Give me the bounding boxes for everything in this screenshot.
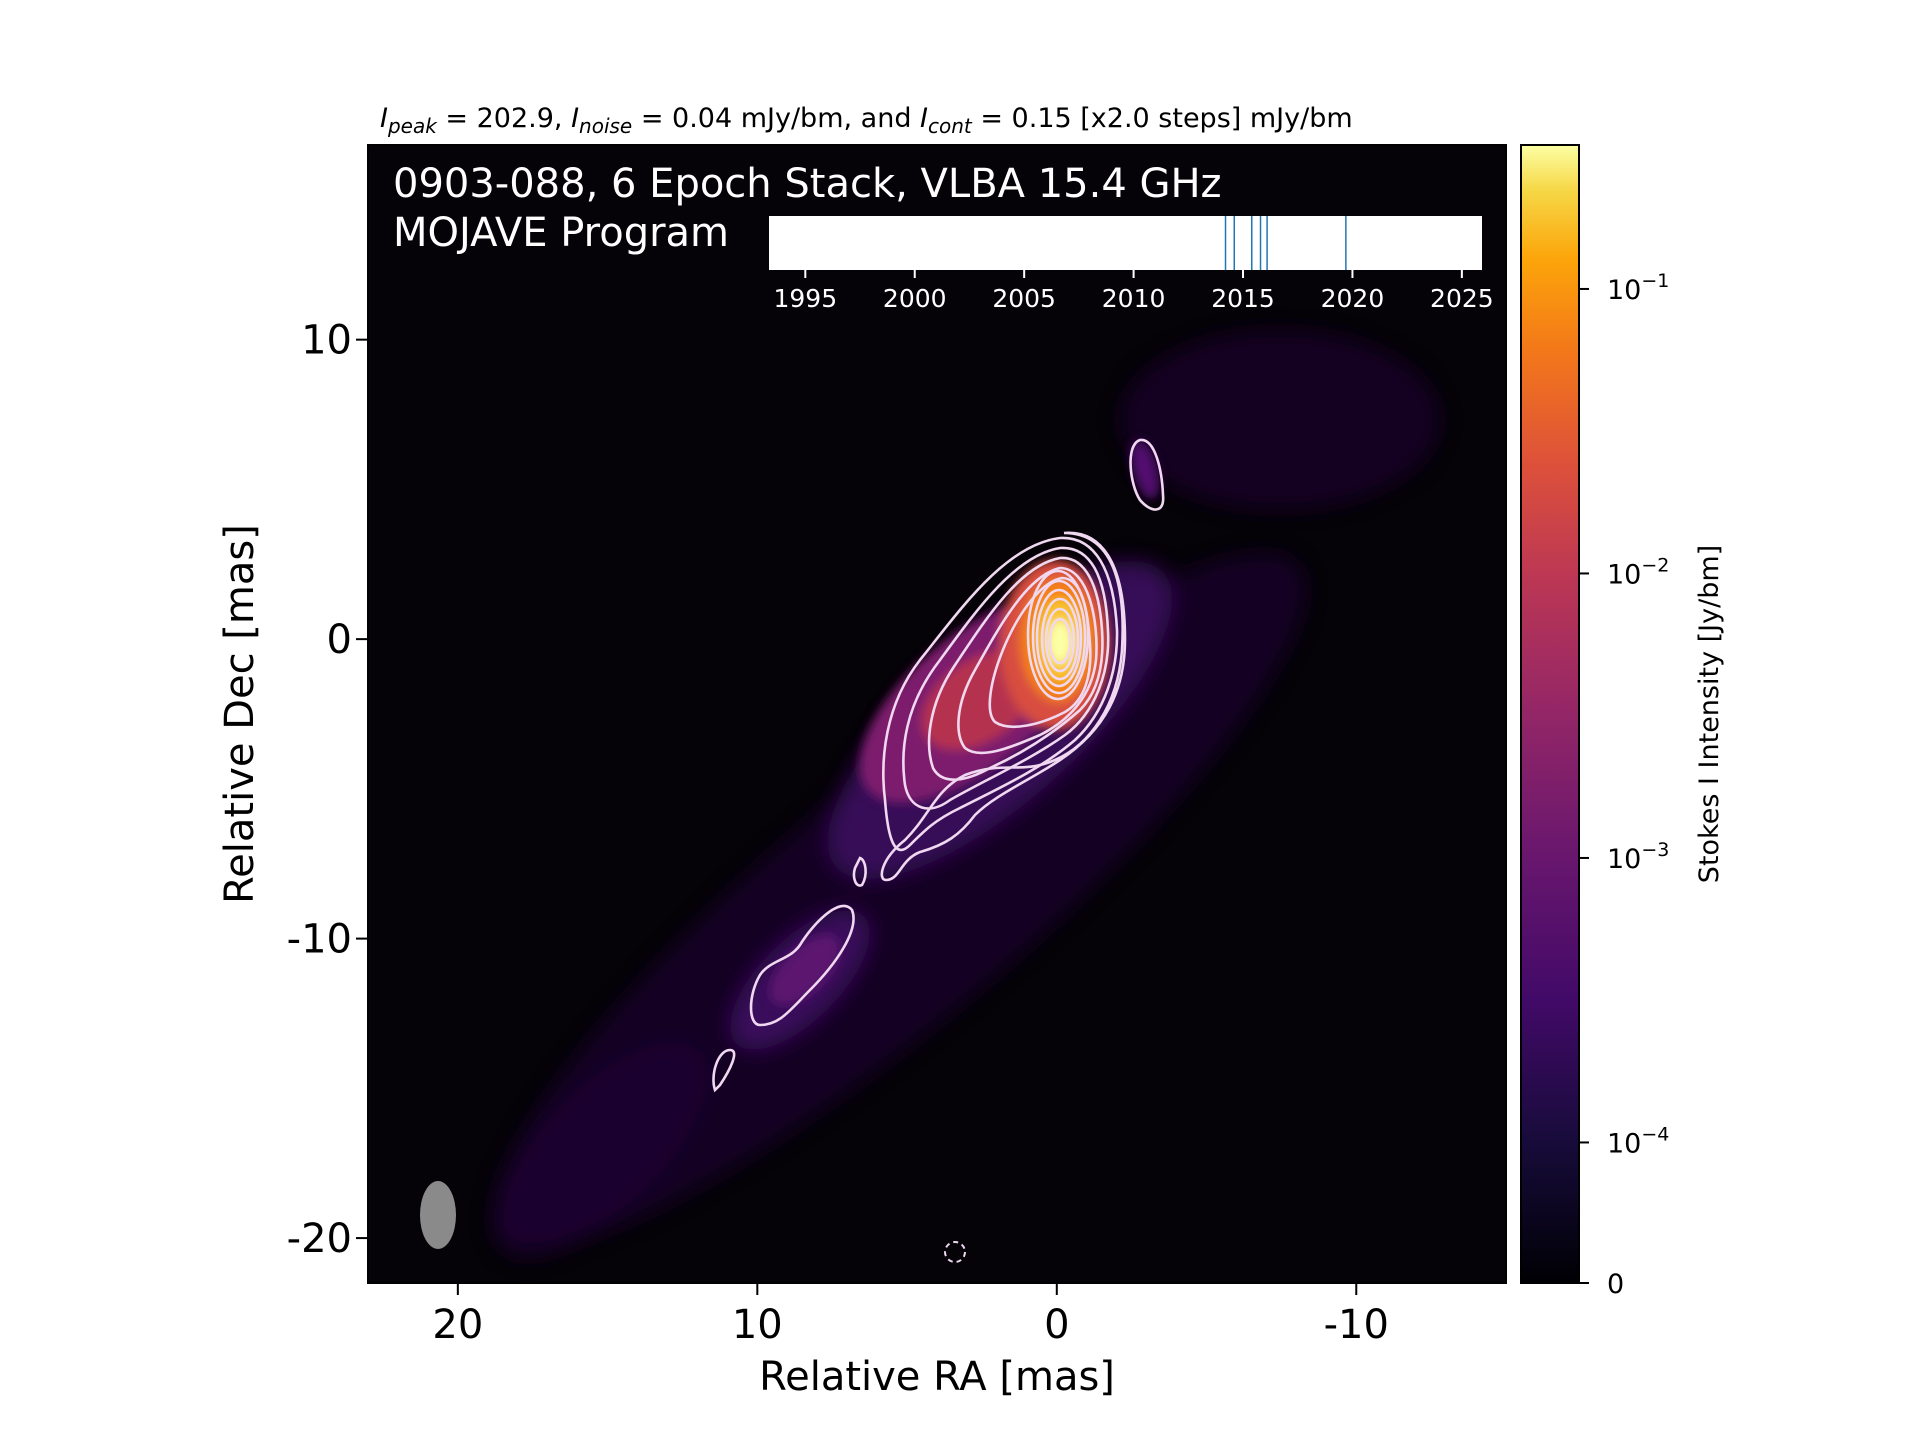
beam-ellipse (420, 1181, 456, 1249)
x-tick-label: -10 (1324, 1302, 1389, 1348)
colorbar-tick-exponent: −3 (1641, 839, 1669, 861)
colorbar-tick-base: 0 (1607, 1269, 1624, 1300)
timeline-tick-label: 2000 (883, 284, 947, 313)
timeline-tick-label: 2025 (1430, 284, 1494, 313)
colorbar-tick-exponent: −4 (1641, 1123, 1669, 1145)
header-part: I (920, 103, 928, 134)
header-part: = 202.9, (437, 103, 571, 134)
x-tick-label: 0 (1044, 1302, 1069, 1348)
y-tick-label: -20 (287, 1216, 352, 1262)
timeline-tick-label: 2020 (1321, 284, 1385, 313)
chart-subtitle: MOJAVE Program (393, 210, 729, 256)
x-tick-label: 20 (432, 1302, 483, 1348)
x-axis-label: Relative RA [mas] (759, 1354, 1115, 1400)
colorbar-label: Stokes I Intensity [Jy/bm] (1694, 545, 1725, 883)
header-part: = 0.04 mJy/bm, and (632, 103, 920, 134)
colorbar-tick-label: 10−2 (1607, 554, 1669, 590)
y-tick-label: -10 (287, 917, 352, 963)
colorbar-tick-label: 0 (1607, 1269, 1624, 1300)
header-part: peak (387, 114, 438, 138)
timeline-tick-label: 2010 (1102, 284, 1166, 313)
y-tick-label: 0 (327, 617, 352, 663)
timeline-tick-label: 1995 (774, 284, 838, 313)
timeline-tick-label: 2015 (1211, 284, 1275, 313)
colorbar-tick-exponent: −2 (1641, 554, 1669, 576)
header-part: = 0.15 [x2.0 steps] mJy/bm (972, 103, 1353, 134)
y-tick-label: 10 (301, 318, 352, 364)
colorbar-tick-label: 10−1 (1607, 270, 1669, 306)
header-part: I (571, 103, 579, 134)
colorbar-tick-base: 10 (1607, 1128, 1641, 1159)
colorbar-tick-base: 10 (1607, 559, 1641, 590)
colorbar: 010−410−310−210−1 Stokes I Intensity [Jy… (1520, 144, 1725, 1300)
timeline-tick-label: 2005 (992, 284, 1056, 313)
header-part: cont (928, 114, 973, 138)
header-part: I (380, 103, 388, 134)
epoch-timeline-box (769, 216, 1482, 270)
colorbar-tick-label: 10−4 (1607, 1123, 1669, 1159)
colorbar-tick-exponent: −1 (1641, 270, 1669, 292)
stats-header: Ipeak = 202.9, Inoise = 0.04 mJy/bm, and… (380, 103, 1353, 138)
epoch-timeline: 1995 2000 2005 2010 2015 2020 2025 (769, 216, 1494, 313)
x-tick-label: 10 (732, 1302, 783, 1348)
header-part: noise (579, 114, 632, 138)
emission-map (420, 330, 1440, 1263)
colorbar-tick-label: 10−3 (1607, 839, 1669, 875)
colorbar-tick-base: 10 (1607, 844, 1641, 875)
chart-title: 0903-088, 6 Epoch Stack, VLBA 15.4 GHz (393, 161, 1222, 207)
y-axis-label: Relative Dec [mas] (217, 524, 263, 904)
colorbar-tick-base: 10 (1607, 275, 1641, 306)
image-panel-frame (367, 144, 1507, 1284)
contour-lines (712, 438, 1165, 1263)
colorbar-gradient (1520, 144, 1580, 1284)
